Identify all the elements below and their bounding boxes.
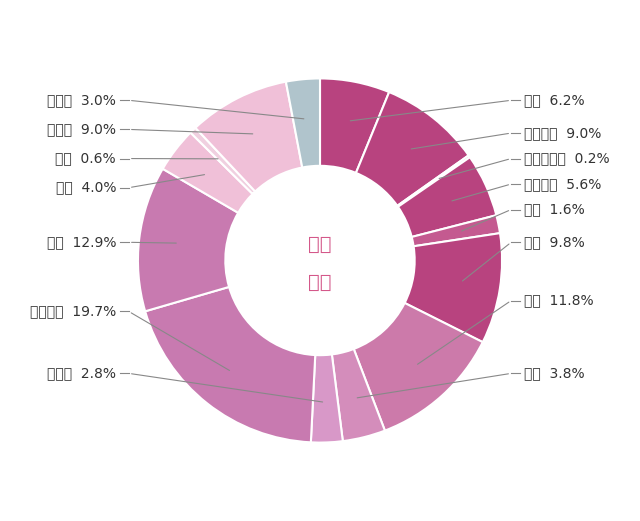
Text: 流通  11.8%: 流通 11.8% xyxy=(524,293,593,307)
Text: エネルギー  0.2%: エネルギー 0.2% xyxy=(524,152,609,166)
Text: 金融  3.8%: 金融 3.8% xyxy=(524,366,584,380)
Wedge shape xyxy=(163,132,253,213)
Wedge shape xyxy=(145,287,316,442)
Wedge shape xyxy=(138,169,238,311)
Wedge shape xyxy=(311,354,343,442)
Text: 教育  4.0%: 教育 4.0% xyxy=(56,181,116,195)
Text: 福祉  12.9%: 福祉 12.9% xyxy=(47,235,116,249)
Text: その他  3.0%: その他 3.0% xyxy=(47,93,116,107)
Wedge shape xyxy=(398,157,497,237)
Text: 輸送  1.6%: 輸送 1.6% xyxy=(524,203,585,217)
Text: 商社  9.8%: 商社 9.8% xyxy=(524,235,585,249)
Text: 公務員  9.0%: 公務員 9.0% xyxy=(47,122,116,137)
Text: 宗教  0.6%: 宗教 0.6% xyxy=(56,152,116,166)
Text: サービス  19.7%: サービス 19.7% xyxy=(30,304,116,318)
Wedge shape xyxy=(195,82,302,192)
Wedge shape xyxy=(356,92,468,206)
Text: 業種: 業種 xyxy=(308,234,332,254)
Wedge shape xyxy=(412,215,500,246)
Wedge shape xyxy=(320,79,389,173)
Text: 情報通信  5.6%: 情報通信 5.6% xyxy=(524,177,602,191)
Wedge shape xyxy=(354,303,483,431)
Wedge shape xyxy=(191,128,255,194)
Wedge shape xyxy=(332,349,385,441)
Text: 内訳: 内訳 xyxy=(308,273,332,292)
Text: 建設  6.2%: 建設 6.2% xyxy=(524,93,584,107)
Wedge shape xyxy=(286,79,320,168)
Wedge shape xyxy=(404,233,502,342)
Text: 不動産  2.8%: 不動産 2.8% xyxy=(47,366,116,380)
Wedge shape xyxy=(397,155,470,207)
Text: メーカー  9.0%: メーカー 9.0% xyxy=(524,126,602,140)
